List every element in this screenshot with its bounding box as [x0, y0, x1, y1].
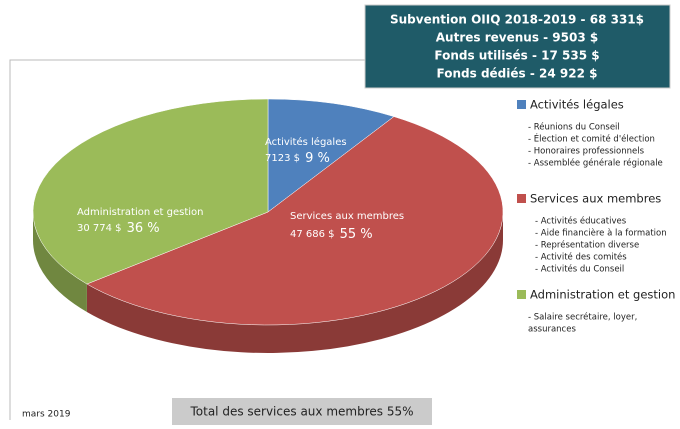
legend-swatch	[517, 194, 526, 203]
legend-label: Activités légales	[530, 98, 624, 112]
slice-side	[33, 212, 87, 313]
legend-detail: - Activités éducatives	[535, 216, 627, 227]
legend-swatch	[517, 100, 526, 109]
slice	[32, 98, 269, 285]
legend-label: Services aux membres	[530, 192, 661, 206]
value-label: 9 %	[305, 151, 330, 166]
slice-label: Services aux membres	[290, 211, 404, 222]
legend-detail: - Aide financière à la formation	[535, 228, 667, 239]
legend-detail: - Activités du Conseil	[535, 264, 624, 275]
legend-detail: - Représentation diverse	[535, 240, 639, 251]
value-label: 55 %	[340, 227, 373, 242]
slice-value: 47 686 $ 55 %	[290, 224, 373, 243]
slice-value: 30 774 $ 36 %	[77, 218, 160, 237]
value-label: 36 %	[127, 221, 160, 236]
summary-line: Fonds dédiés - 24 922 $	[437, 67, 598, 81]
legend-detail: - Réunions du Conseil	[528, 122, 620, 133]
summary-box	[364, 4, 671, 89]
legend-detail: - Activité des comités	[535, 252, 627, 263]
slice	[267, 98, 395, 213]
total-note: Total des services aux membres 55%	[189, 405, 413, 419]
slice-side	[86, 212, 504, 353]
legend-detail: - Élection et comité d'élection	[528, 133, 655, 145]
summary-line: Fonds utilisés - 17 535 $	[434, 49, 599, 63]
legend-label: Administration et gestion	[530, 288, 675, 302]
legend-detail: - Salaire secrétaire, loyer,	[528, 312, 637, 323]
amount-label: 47 686 $	[290, 229, 335, 240]
legend-detail: - Honoraires professionnels	[528, 147, 645, 157]
summary-line: Autres revenus - 9503 $	[436, 31, 598, 45]
note-box	[172, 398, 432, 425]
frame	[9, 59, 365, 420]
footnote: mars 2019	[22, 410, 71, 420]
legend-detail: - Assemblée générale régionale	[528, 158, 663, 169]
slice-label: Activités légales	[265, 136, 347, 148]
slice	[86, 116, 504, 326]
legend-swatch	[517, 290, 526, 299]
amount-label: 30 774 $	[77, 223, 122, 234]
slice-label: Administration et gestion	[77, 207, 203, 218]
legend-detail: assurances	[528, 325, 576, 335]
summary-line: Subvention OIIQ 2018-2019 - 68 331$	[390, 13, 644, 27]
slice-value: 7123 $ 9 %	[265, 148, 330, 167]
amount-label: 7123 $	[265, 153, 300, 164]
